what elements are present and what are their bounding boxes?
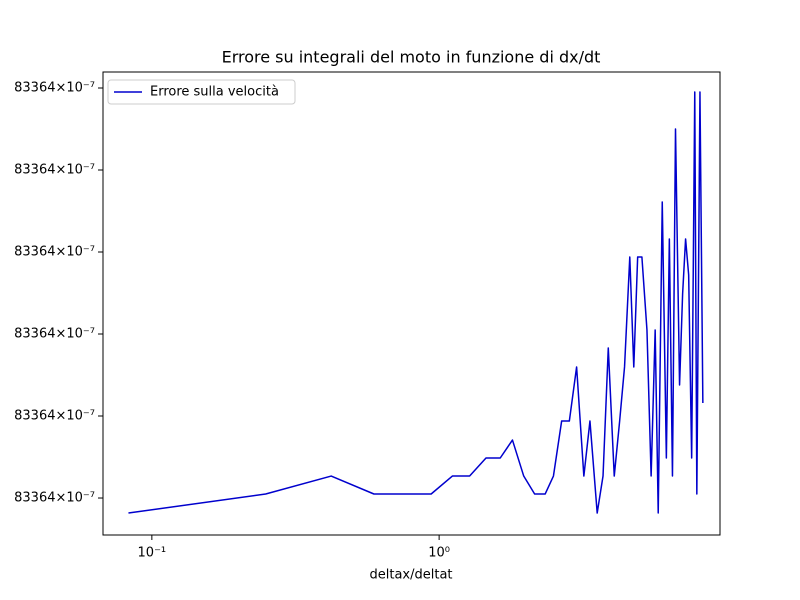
x-tick-label: 10⁰ xyxy=(428,546,450,561)
x-axis-label: deltax/deltat xyxy=(369,568,452,583)
data-line xyxy=(128,91,704,514)
y-tick-label: 83364×10⁻⁷ xyxy=(14,327,95,342)
y-tick-label: 83364×10⁻⁷ xyxy=(14,409,95,424)
legend-label: Errore sulla velocità xyxy=(150,85,279,100)
y-tick-label: 83364×10⁻⁷ xyxy=(14,80,95,95)
chart-title: Errore su integrali del moto in funzione… xyxy=(222,48,601,67)
y-tick-label: 83364×10⁻⁷ xyxy=(14,162,95,177)
x-tick-label: 10⁻¹ xyxy=(138,546,167,561)
legend-box xyxy=(107,79,296,105)
y-tick-label: 83364×10⁻⁷ xyxy=(14,491,95,506)
y-tick-label: 83364×10⁻⁷ xyxy=(14,245,95,260)
plot-frame xyxy=(102,71,721,536)
